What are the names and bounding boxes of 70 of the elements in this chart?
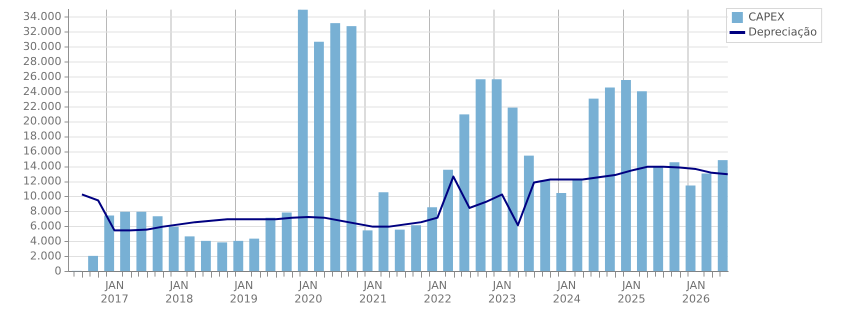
bar [249, 238, 260, 272]
bar [588, 98, 599, 272]
y-tick-label: 18.000 [22, 130, 62, 143]
bar [266, 218, 276, 272]
y-tick-label: 22.000 [22, 100, 62, 113]
bar [136, 212, 146, 272]
bar [233, 240, 244, 272]
bar [346, 26, 356, 272]
bar [314, 42, 324, 272]
bar [670, 162, 680, 272]
x-tick-label: JAN 2020 [294, 279, 322, 306]
bar [702, 174, 712, 272]
bar [718, 160, 728, 272]
y-tick-label: 20.000 [22, 114, 62, 128]
bar [362, 230, 373, 272]
bar [508, 108, 518, 272]
y-tick-label: 0 [54, 264, 62, 278]
bar [686, 186, 696, 272]
bar [524, 156, 534, 272]
y-tick-label: 32.000 [22, 24, 62, 38]
y-tick-label: 16.000 [22, 144, 62, 158]
y-tick-label: 6.000 [30, 220, 62, 233]
bar [394, 230, 405, 272]
bar [653, 168, 664, 272]
y-tick-label: 14.000 [22, 160, 62, 173]
bar [443, 170, 453, 272]
bar [120, 212, 130, 272]
y-tick-label: 34.000 [22, 10, 62, 23]
x-tick-label: JAN 2018 [165, 279, 194, 306]
bar [621, 80, 631, 272]
bar [152, 216, 163, 272]
bar [88, 256, 98, 272]
bar [636, 91, 647, 272]
y-tick-label: 30.000 [22, 40, 62, 53]
y-tick-label: 10.000 [22, 190, 62, 203]
bar [604, 87, 615, 272]
bar [330, 23, 340, 272]
bar [427, 207, 438, 272]
bar [476, 79, 486, 272]
bar [492, 79, 502, 272]
bar [298, 10, 308, 272]
y-tick-label: 8.000 [30, 204, 62, 218]
bar [556, 193, 566, 272]
x-tick-label: JAN 2021 [359, 279, 388, 306]
x-tick-label: JAN 2019 [230, 279, 258, 306]
legend-label: Depreciação [748, 25, 818, 38]
x-tick-label: JAN 2017 [100, 279, 129, 306]
bar [572, 180, 582, 272]
bar [104, 215, 114, 272]
y-tick-label: 26.000 [22, 70, 62, 83]
x-tick-label: JAN 2023 [488, 279, 516, 306]
y-tick-label: 2.000 [30, 249, 62, 262]
y-tick-label: 28.000 [22, 54, 62, 68]
x-tick-label: JAN 2024 [552, 279, 581, 306]
bar [540, 180, 550, 272]
bar [282, 212, 292, 272]
y-tick-label: 4.000 [30, 234, 62, 248]
bar [184, 236, 195, 272]
y-tick-label: 12.000 [22, 174, 62, 188]
bar [459, 114, 470, 272]
bar [411, 225, 421, 272]
bar [378, 192, 388, 272]
bar [168, 226, 179, 272]
x-tick-label: JAN 2022 [424, 279, 452, 306]
y-tick-label: 24.000 [22, 84, 62, 98]
x-tick-label: JAN 2026 [682, 279, 710, 306]
x-tick-label: JAN 2025 [617, 279, 646, 306]
legend-label: CAPEX [748, 10, 786, 24]
bar [217, 242, 228, 272]
bar [200, 240, 211, 272]
